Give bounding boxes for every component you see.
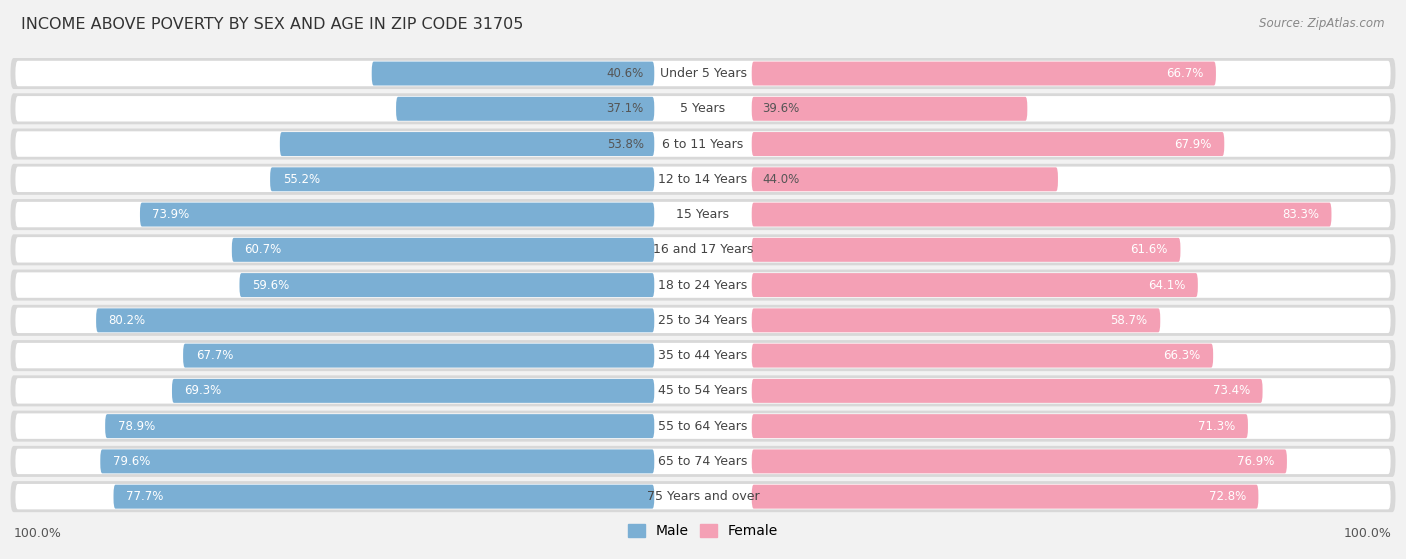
Text: 12 to 14 Years: 12 to 14 Years [658, 173, 748, 186]
Text: 40.6%: 40.6% [606, 67, 644, 80]
Text: 73.4%: 73.4% [1213, 385, 1250, 397]
Text: 18 to 24 Years: 18 to 24 Years [658, 278, 748, 292]
FancyBboxPatch shape [10, 58, 1396, 89]
Text: 25 to 34 Years: 25 to 34 Years [658, 314, 748, 327]
Text: 75 Years and over: 75 Years and over [647, 490, 759, 503]
Text: 66.7%: 66.7% [1166, 67, 1204, 80]
FancyBboxPatch shape [752, 97, 1028, 121]
Text: 61.6%: 61.6% [1130, 243, 1168, 257]
FancyBboxPatch shape [239, 273, 654, 297]
Text: 5 Years: 5 Years [681, 102, 725, 115]
FancyBboxPatch shape [10, 93, 1396, 124]
Text: 100.0%: 100.0% [14, 527, 62, 539]
Text: 60.7%: 60.7% [245, 243, 281, 257]
FancyBboxPatch shape [15, 272, 1391, 298]
Text: 44.0%: 44.0% [762, 173, 800, 186]
FancyBboxPatch shape [752, 309, 1160, 333]
FancyBboxPatch shape [15, 202, 1391, 228]
Text: 67.7%: 67.7% [195, 349, 233, 362]
FancyBboxPatch shape [10, 340, 1396, 371]
FancyBboxPatch shape [752, 449, 1286, 473]
FancyBboxPatch shape [10, 446, 1396, 477]
FancyBboxPatch shape [752, 132, 1225, 156]
Text: 79.6%: 79.6% [112, 455, 150, 468]
FancyBboxPatch shape [752, 202, 1331, 226]
Text: 53.8%: 53.8% [607, 138, 644, 150]
Text: 72.8%: 72.8% [1209, 490, 1246, 503]
FancyBboxPatch shape [15, 449, 1391, 474]
FancyBboxPatch shape [752, 414, 1249, 438]
Text: 59.6%: 59.6% [252, 278, 290, 292]
FancyBboxPatch shape [10, 234, 1396, 266]
Text: 69.3%: 69.3% [184, 385, 222, 397]
Text: 64.1%: 64.1% [1147, 278, 1185, 292]
FancyBboxPatch shape [10, 199, 1396, 230]
FancyBboxPatch shape [141, 202, 654, 226]
FancyBboxPatch shape [396, 97, 654, 121]
Text: 71.3%: 71.3% [1198, 420, 1236, 433]
FancyBboxPatch shape [15, 96, 1391, 121]
Text: 45 to 54 Years: 45 to 54 Years [658, 385, 748, 397]
Text: 73.9%: 73.9% [152, 208, 190, 221]
Text: 37.1%: 37.1% [606, 102, 644, 115]
Text: INCOME ABOVE POVERTY BY SEX AND AGE IN ZIP CODE 31705: INCOME ABOVE POVERTY BY SEX AND AGE IN Z… [21, 17, 523, 32]
FancyBboxPatch shape [752, 379, 1263, 403]
Text: Source: ZipAtlas.com: Source: ZipAtlas.com [1260, 17, 1385, 30]
FancyBboxPatch shape [232, 238, 654, 262]
Text: 6 to 11 Years: 6 to 11 Years [662, 138, 744, 150]
Text: Under 5 Years: Under 5 Years [659, 67, 747, 80]
Text: 66.3%: 66.3% [1163, 349, 1201, 362]
Text: 100.0%: 100.0% [1344, 527, 1392, 539]
FancyBboxPatch shape [371, 61, 654, 86]
FancyBboxPatch shape [10, 129, 1396, 159]
Text: 16 and 17 Years: 16 and 17 Years [652, 243, 754, 257]
FancyBboxPatch shape [15, 61, 1391, 86]
FancyBboxPatch shape [10, 305, 1396, 336]
FancyBboxPatch shape [15, 167, 1391, 192]
FancyBboxPatch shape [105, 414, 654, 438]
Text: 77.7%: 77.7% [127, 490, 163, 503]
Text: 58.7%: 58.7% [1111, 314, 1147, 327]
FancyBboxPatch shape [15, 378, 1391, 404]
FancyBboxPatch shape [15, 131, 1391, 157]
FancyBboxPatch shape [752, 273, 1198, 297]
FancyBboxPatch shape [280, 132, 654, 156]
FancyBboxPatch shape [15, 307, 1391, 333]
FancyBboxPatch shape [752, 238, 1181, 262]
FancyBboxPatch shape [15, 414, 1391, 439]
Text: 15 Years: 15 Years [676, 208, 730, 221]
FancyBboxPatch shape [96, 309, 654, 333]
FancyBboxPatch shape [752, 485, 1258, 509]
FancyBboxPatch shape [752, 61, 1216, 86]
FancyBboxPatch shape [100, 449, 654, 473]
FancyBboxPatch shape [752, 167, 1057, 191]
FancyBboxPatch shape [10, 375, 1396, 406]
FancyBboxPatch shape [10, 481, 1396, 512]
FancyBboxPatch shape [270, 167, 654, 191]
Text: 55.2%: 55.2% [283, 173, 319, 186]
Text: 78.9%: 78.9% [118, 420, 155, 433]
Text: 67.9%: 67.9% [1174, 138, 1212, 150]
FancyBboxPatch shape [752, 344, 1213, 368]
Text: 65 to 74 Years: 65 to 74 Years [658, 455, 748, 468]
FancyBboxPatch shape [10, 164, 1396, 195]
Text: 83.3%: 83.3% [1282, 208, 1319, 221]
Text: 76.9%: 76.9% [1237, 455, 1274, 468]
Text: 80.2%: 80.2% [108, 314, 146, 327]
FancyBboxPatch shape [172, 379, 654, 403]
FancyBboxPatch shape [15, 484, 1391, 509]
Text: 35 to 44 Years: 35 to 44 Years [658, 349, 748, 362]
FancyBboxPatch shape [10, 411, 1396, 442]
FancyBboxPatch shape [114, 485, 654, 509]
FancyBboxPatch shape [10, 269, 1396, 301]
FancyBboxPatch shape [15, 343, 1391, 368]
Text: 55 to 64 Years: 55 to 64 Years [658, 420, 748, 433]
FancyBboxPatch shape [183, 344, 654, 368]
Text: 39.6%: 39.6% [762, 102, 800, 115]
FancyBboxPatch shape [15, 237, 1391, 263]
Legend: Male, Female: Male, Female [623, 519, 783, 544]
